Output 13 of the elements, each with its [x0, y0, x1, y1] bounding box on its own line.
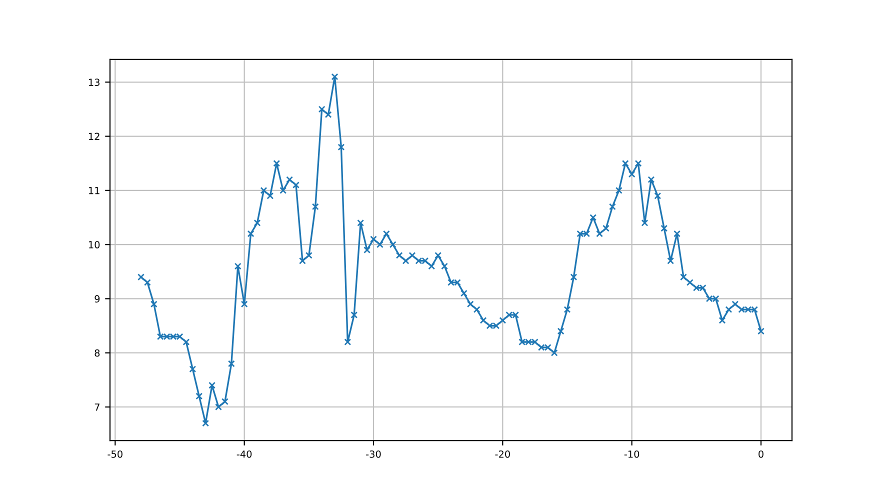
x-tick-label: -10: [624, 450, 640, 458]
y-tick-label: 13: [88, 78, 100, 86]
x-tick-label: -20: [495, 450, 510, 458]
y-tick-label: 9: [94, 295, 100, 303]
x-tick-label: -40: [236, 450, 252, 458]
y-tick-label: 11: [88, 187, 100, 194]
x-tick-label: -30: [366, 450, 381, 458]
x-tick-label: 0: [758, 450, 764, 458]
y-tick-label: 8: [94, 349, 100, 357]
y-tick-label: 12: [88, 132, 100, 140]
y-tick-label: 10: [88, 241, 100, 248]
y-tick-label: 7: [94, 404, 100, 411]
x-tick-label: -50: [108, 450, 122, 458]
